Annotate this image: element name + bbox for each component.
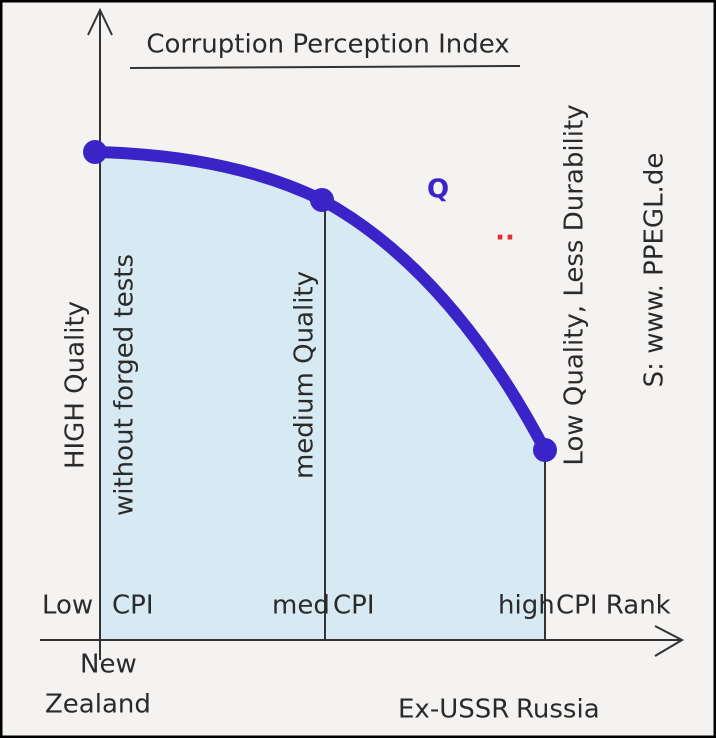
source: S: www. PPEGL.de [640, 153, 670, 388]
point [83, 140, 107, 164]
axis-label: high [498, 591, 555, 621]
red-dots: .. [495, 217, 515, 247]
place: Russia [516, 695, 600, 725]
axis-label: CPI [333, 591, 375, 621]
place: New [80, 650, 137, 680]
point [310, 188, 334, 212]
axis-label: med [272, 591, 330, 621]
q-letter: Q [427, 175, 449, 205]
x-axis [40, 625, 685, 657]
without-forged: without forged tests [110, 254, 140, 516]
title: Corruption Perception Index [146, 30, 509, 60]
axis-label: CPI [112, 591, 154, 621]
y-axis [87, 7, 113, 660]
axis-label: Low [42, 591, 93, 621]
shaded-area [100, 152, 545, 640]
place: Ex-USSR [398, 695, 509, 725]
low-quality: Low Quality, Less Durability [560, 104, 590, 465]
high-quality: HIGH Quality [61, 301, 91, 469]
title-underline [129, 65, 521, 69]
medium-quality: medium Quality [290, 271, 320, 479]
axis-label: CPI Rank [556, 591, 671, 621]
place: Zealand [45, 690, 151, 720]
point [533, 438, 557, 462]
